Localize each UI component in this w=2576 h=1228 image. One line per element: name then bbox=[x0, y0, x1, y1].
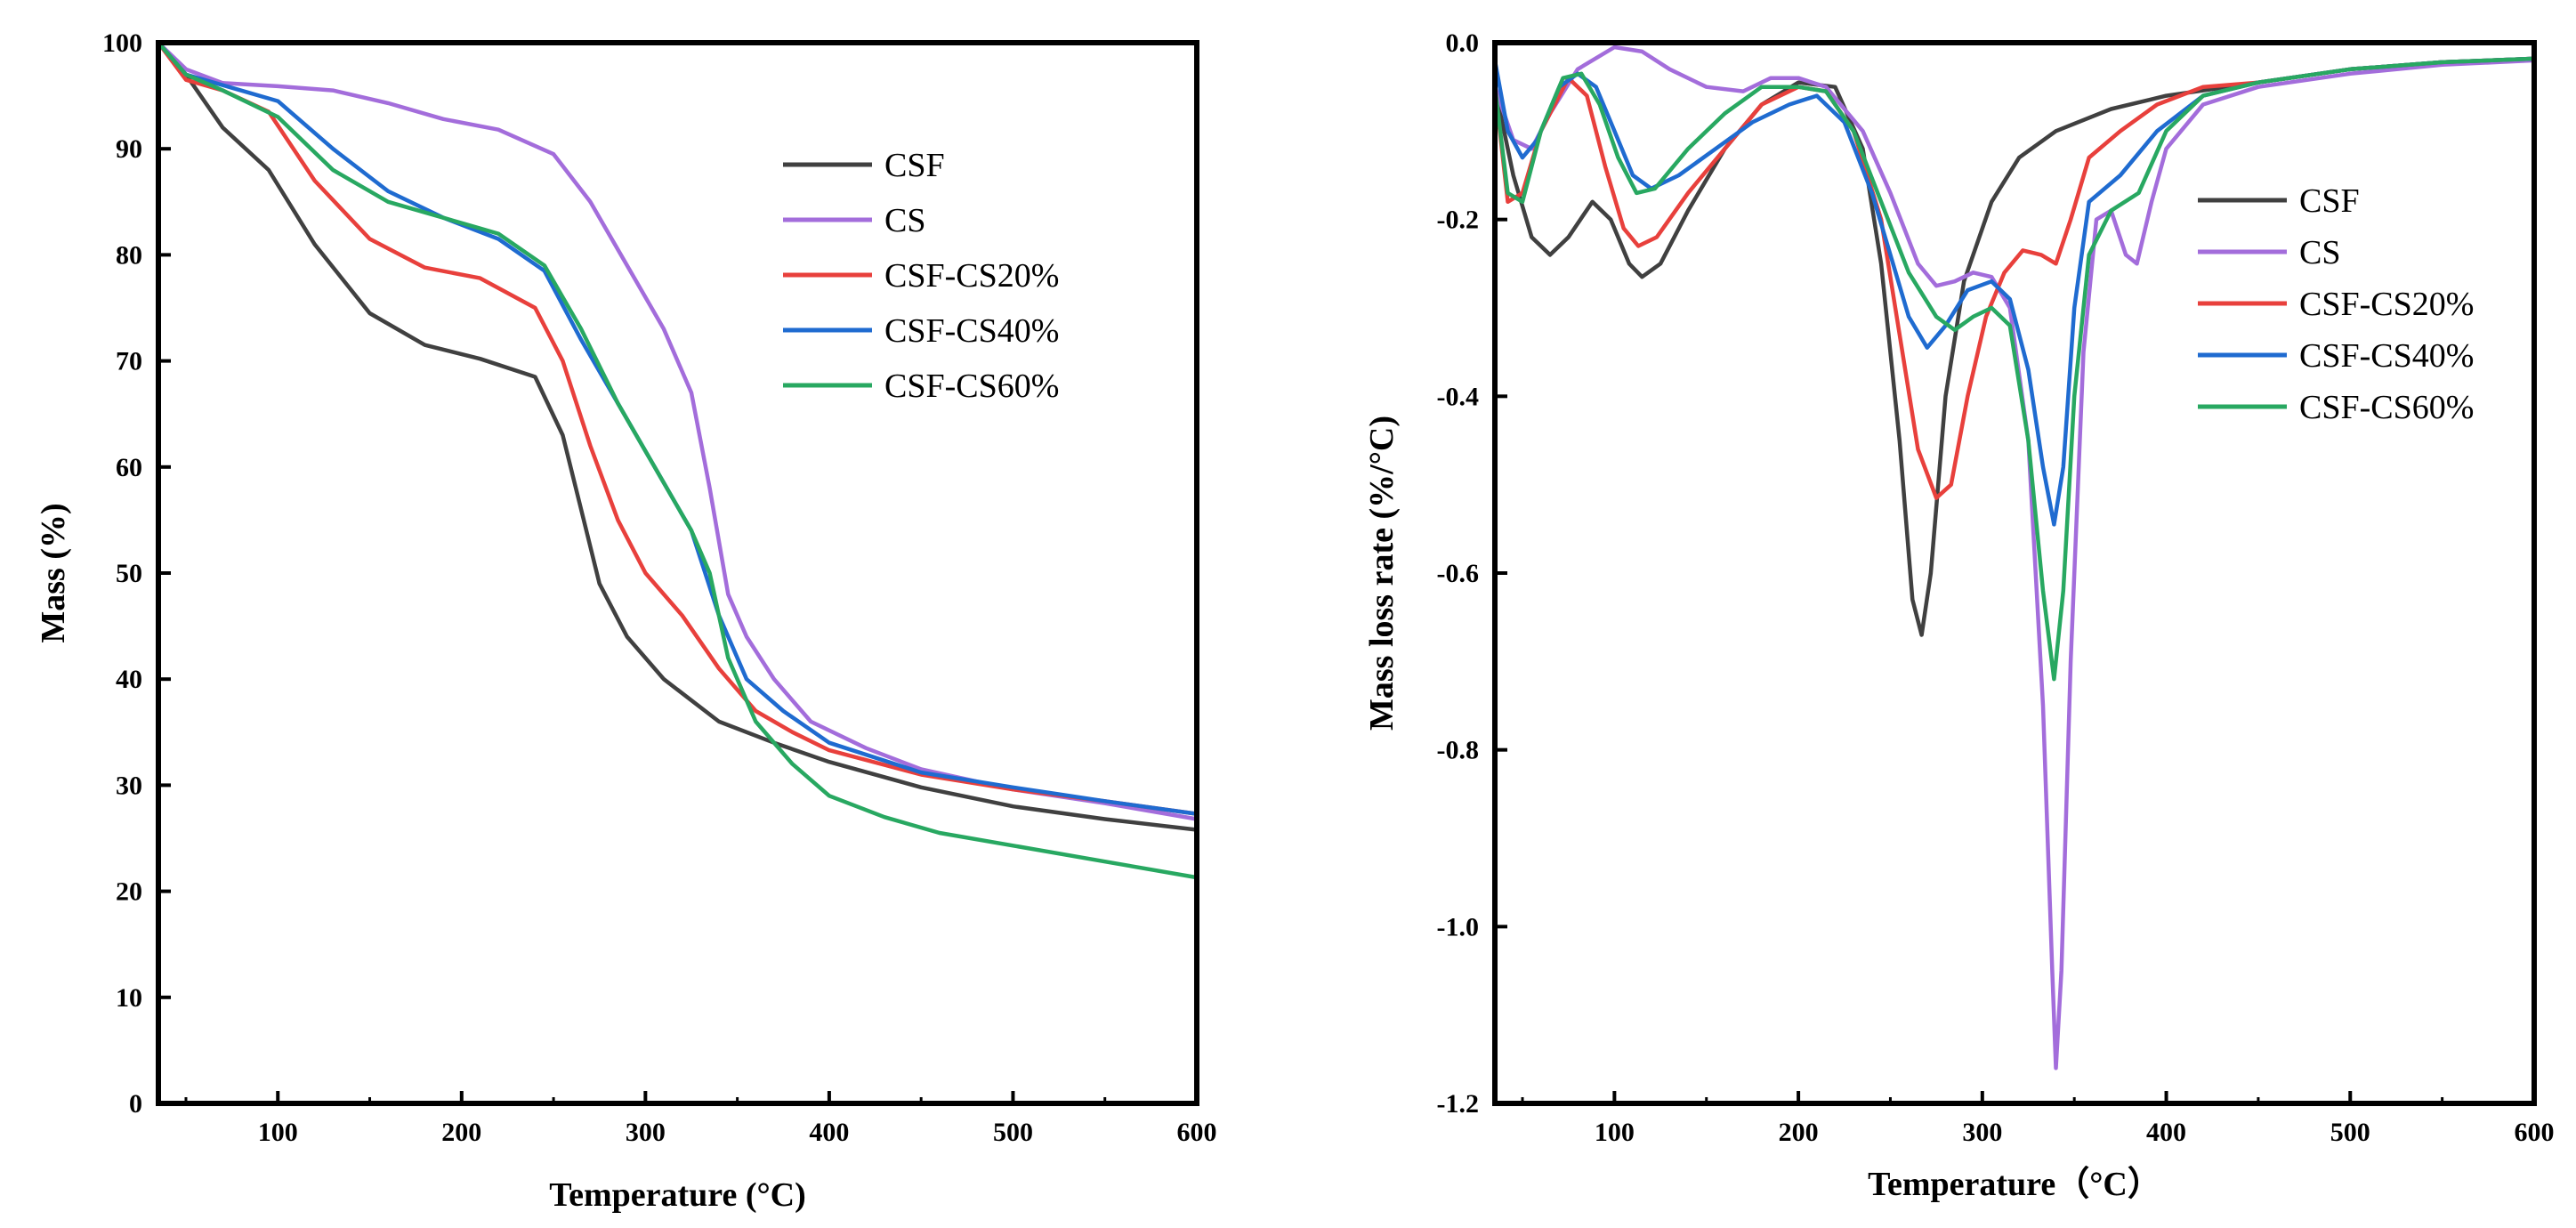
dtg-series-csf-cs20- bbox=[1492, 56, 2537, 500]
dtg-y-axis-title: Mass loss rate (%/°C) bbox=[1363, 416, 1401, 731]
tg-y-tick-label: 60 bbox=[116, 453, 142, 482]
dtg-x-tick-label: 300 bbox=[1962, 1118, 2002, 1147]
dtg-y-tick-label: -0.6 bbox=[1437, 559, 1480, 588]
dtg-y-tick-label: -0.2 bbox=[1437, 206, 1480, 235]
dtg-series-csf bbox=[1492, 56, 2537, 637]
dtg-x-ticks: 100 200 300 400 500 600 bbox=[1521, 1091, 2555, 1147]
tg-x-tick-label: 300 bbox=[626, 1118, 666, 1147]
tg-series-csf-cs20- bbox=[156, 40, 1199, 816]
tg-series-csf bbox=[156, 40, 1199, 832]
tg-series-csf-cs60- bbox=[156, 40, 1199, 880]
tg-x-ticks: 100 200 300 400 500 600 bbox=[184, 1091, 1217, 1147]
tg-x-tick-label: 400 bbox=[809, 1118, 849, 1147]
tg-y-tick-label: 90 bbox=[116, 134, 142, 164]
dtg-series-cs bbox=[1492, 44, 2537, 1070]
tg-chart: 100 200 300 400 500 600 0 10 20 30 40 50 60 70 80 90 10… bbox=[35, 28, 1217, 1214]
tg-x-axis-title: Temperature (°C) bbox=[549, 1176, 806, 1214]
dtg-y-tick-label: -0.4 bbox=[1437, 382, 1480, 411]
tg-series-cs bbox=[156, 40, 1199, 821]
dtg-y-tick-label: -1.0 bbox=[1437, 912, 1480, 941]
tg-x-tick-label: 600 bbox=[1177, 1118, 1217, 1147]
tg-y-tick-label: 0 bbox=[129, 1089, 142, 1119]
tg-y-tick-label: 40 bbox=[116, 665, 142, 694]
dtg-legend-label-csf: CSF bbox=[2299, 182, 2360, 220]
tg-x-tick-label: 200 bbox=[441, 1118, 481, 1147]
dtg-x-tick-label: 100 bbox=[1595, 1118, 1635, 1147]
tg-x-tick-label: 100 bbox=[258, 1118, 298, 1147]
dtg-legend-label-csf-cs60-: CSF-CS60% bbox=[2299, 389, 2474, 426]
tg-y-axis-title: Mass (%) bbox=[35, 503, 72, 642]
tg-plot-frame bbox=[156, 40, 1199, 1106]
tg-y-tick-label: 80 bbox=[116, 240, 142, 270]
tg-y-tick-label: 10 bbox=[116, 983, 142, 1013]
tg-legend-label-csf: CSF bbox=[884, 147, 945, 184]
tg-series-group bbox=[156, 40, 1199, 880]
dtg-x-tick-label: 600 bbox=[2515, 1118, 2555, 1147]
dtg-series-csf-cs60- bbox=[1492, 56, 2537, 682]
dtg-plot-frame bbox=[1492, 40, 2537, 1106]
dtg-series-csf-cs40- bbox=[1492, 56, 2537, 527]
tg-y-tick-label: 70 bbox=[116, 347, 142, 376]
dtg-chart: 100 200 300 400 500 600 0.0 -0.2 -0.4 -0.6 -0.8 -1… bbox=[1363, 28, 2555, 1203]
dtg-legend-label-cs: CS bbox=[2299, 234, 2340, 271]
dtg-y-tick-label: 0.0 bbox=[1446, 28, 1480, 58]
tg-legend-label-csf-cs60-: CSF-CS60% bbox=[884, 368, 1059, 405]
tg-y-tick-label: 50 bbox=[116, 559, 142, 588]
tg-y-tick-label: 100 bbox=[102, 28, 142, 58]
dtg-legend-label-csf-cs20-: CSF-CS20% bbox=[2299, 286, 2474, 323]
dtg-legend-label-csf-cs40-: CSF-CS40% bbox=[2299, 337, 2474, 375]
dtg-series-group bbox=[1492, 44, 2537, 1070]
dtg-x-axis-title: Temperature（°C） bbox=[1868, 1166, 2161, 1203]
tg-y-tick-label: 20 bbox=[116, 877, 142, 907]
tg-x-tick-label: 500 bbox=[993, 1118, 1033, 1147]
dtg-y-tick-label: -0.8 bbox=[1437, 736, 1480, 765]
dtg-x-tick-label: 500 bbox=[2330, 1118, 2370, 1147]
tg-y-tick-label: 30 bbox=[116, 771, 142, 800]
tg-legend-label-cs: CS bbox=[884, 202, 925, 239]
dtg-x-tick-label: 200 bbox=[1779, 1118, 1819, 1147]
dtg-y-tick-label: -1.2 bbox=[1437, 1089, 1480, 1119]
tg-legend: CSF CS CSF-CS20% CSF-CS40% CSF-CS60% bbox=[783, 147, 1059, 405]
dtg-y-ticks: 0.0 -0.2 -0.4 -0.6 -0.8 -1.0 -1.2 bbox=[1437, 28, 1507, 1119]
tg-series-csf-cs40- bbox=[156, 40, 1199, 816]
tg-legend-label-csf-cs40-: CSF-CS40% bbox=[884, 312, 1059, 350]
tg-legend-label-csf-cs20-: CSF-CS20% bbox=[884, 257, 1059, 295]
dtg-legend: CSF CS CSF-CS20% CSF-CS40% CSF-CS60% bbox=[2198, 182, 2474, 426]
dtg-x-tick-label: 400 bbox=[2146, 1118, 2186, 1147]
